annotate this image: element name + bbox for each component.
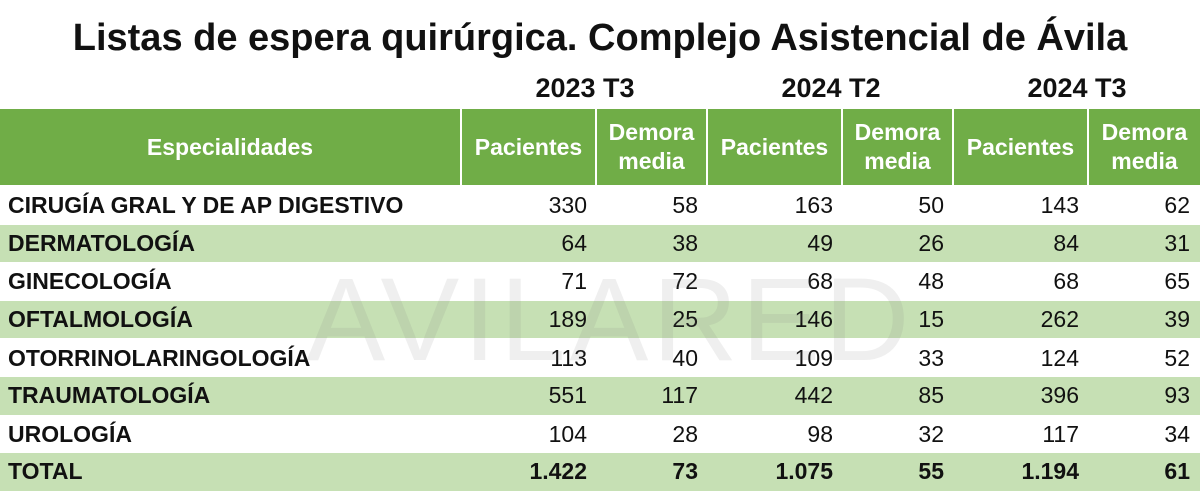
delay-cell: 38 <box>597 224 708 264</box>
header-delay-line2: media <box>618 148 685 174</box>
table-row: GINECOLOGÍA 71 72 68 48 68 65 <box>0 263 1200 301</box>
patients-cell: 146 <box>708 300 843 340</box>
patients-cell: 117 <box>1042 420 1079 447</box>
delay-cell: 72 <box>672 268 698 295</box>
period-2023-t3: 2023 T3 <box>535 73 635 103</box>
patients-cell: 1.194 <box>954 453 1089 491</box>
patients-cell: 163 <box>794 192 833 219</box>
table-title: Listas de espera quirúrgica. Complejo As… <box>72 17 1128 59</box>
header-specialties: Especialidades <box>0 107 462 187</box>
delay-cell: 32 <box>918 420 944 447</box>
period-2024-t3: 2024 T3 <box>1027 73 1127 103</box>
header-patients-2024-t2: Pacientes <box>708 107 843 187</box>
patients-cell: 68 <box>807 268 833 295</box>
delay-cell: 39 <box>1089 300 1200 340</box>
delay-cell: 58 <box>672 192 698 219</box>
delay-cell: 48 <box>918 268 944 295</box>
delay-cell: 33 <box>918 344 944 371</box>
table-body: CIRUGÍA GRAL Y DE AP DIGESTIVO 330 58 163 50… <box>0 187 1200 491</box>
patients-cell: 330 <box>548 192 587 219</box>
delay-cell: 65 <box>1164 268 1190 295</box>
total-row: TOTAL 1.422 73 1.075 55 1.194 61 <box>0 453 1200 491</box>
delay-cell: 62 <box>1164 192 1190 219</box>
delay-cell: 85 <box>843 376 954 416</box>
delay-cell: 40 <box>672 344 698 371</box>
delay-cell: 117 <box>597 376 708 416</box>
patients-cell: 124 <box>1040 344 1079 371</box>
specialty-name: TOTAL <box>0 453 462 491</box>
patients-cell: 189 <box>462 300 597 340</box>
patients-cell: 68 <box>1053 268 1079 295</box>
delay-cell: 28 <box>672 420 698 447</box>
header-patients-2023-t3: Pacientes <box>462 107 597 187</box>
header-delay-line1: Demora <box>854 119 941 145</box>
specialty-name: OTORRINOLARINGOLOGÍA <box>8 344 311 371</box>
table-row: DERMATOLOGÍA 64 38 49 26 84 31 <box>0 224 1200 264</box>
specialty-name: GINECOLOGÍA <box>8 268 172 295</box>
patients-cell: 1.422 <box>462 453 597 491</box>
table-row: CIRUGÍA GRAL Y DE AP DIGESTIVO 330 58 163 50… <box>0 187 1200 225</box>
specialty-name: CIRUGÍA GRAL Y DE AP DIGESTIVO <box>8 192 404 219</box>
specialty-name: UROLOGÍA <box>8 420 132 447</box>
delay-cell: 50 <box>918 192 944 219</box>
table-row: OFTALMOLOGÍA 189 25 146 15 262 39 <box>0 300 1200 340</box>
specialty-name: OFTALMOLOGÍA <box>0 300 462 340</box>
delay-cell: 55 <box>843 453 954 491</box>
waiting-list-table: Especialidades Pacientes Demora media Pac… <box>0 107 1200 491</box>
patients-cell: 109 <box>794 344 833 371</box>
table-row: TRAUMATOLOGÍA 551 117 442 85 396 93 <box>0 376 1200 416</box>
header-delay-line2: media <box>864 148 931 174</box>
specialty-name: DERMATOLOGÍA <box>0 224 462 264</box>
table-row: UROLOGÍA 104 28 98 32 117 34 <box>0 416 1200 454</box>
patients-cell: 396 <box>954 376 1089 416</box>
header-delay-line1: Demora <box>1101 119 1188 145</box>
delay-cell: 93 <box>1089 376 1200 416</box>
header-row: Especialidades Pacientes Demora media Pac… <box>0 107 1200 187</box>
patients-cell: 104 <box>548 420 587 447</box>
patients-cell: 551 <box>462 376 597 416</box>
patients-cell: 262 <box>954 300 1089 340</box>
patients-cell: 1.075 <box>708 453 843 491</box>
patients-cell: 49 <box>708 224 843 264</box>
header-patients-2024-t3: Pacientes <box>954 107 1089 187</box>
delay-cell: 52 <box>1164 344 1190 371</box>
header-delay-line1: Demora <box>608 119 695 145</box>
delay-cell: 61 <box>1089 453 1200 491</box>
delay-cell: 26 <box>843 224 954 264</box>
delay-cell: 73 <box>597 453 708 491</box>
table-row: OTORRINOLARINGOLOGÍA 113 40 109 33 124 52 <box>0 339 1200 377</box>
patients-cell: 442 <box>708 376 843 416</box>
specialty-name: TRAUMATOLOGÍA <box>0 376 462 416</box>
delay-cell: 34 <box>1164 420 1190 447</box>
patients-cell: 98 <box>807 420 833 447</box>
patients-cell: 64 <box>462 224 597 264</box>
header-delay-line2: media <box>1111 148 1178 174</box>
delay-cell: 15 <box>843 300 954 340</box>
patients-cell: 84 <box>954 224 1089 264</box>
period-headers: 2023 T3 2024 T2 2024 T3 <box>0 70 1200 106</box>
patients-cell: 143 <box>1040 192 1079 219</box>
header-delay-2023-t3: Demora media <box>597 107 708 187</box>
period-2024-t2: 2024 T2 <box>781 73 881 103</box>
delay-cell: 25 <box>597 300 708 340</box>
header-delay-2024-t3: Demora media <box>1089 107 1200 187</box>
patients-cell: 71 <box>561 268 587 295</box>
patients-cell: 113 <box>550 344 587 371</box>
delay-cell: 31 <box>1089 224 1200 264</box>
header-delay-2024-t2: Demora media <box>843 107 954 187</box>
